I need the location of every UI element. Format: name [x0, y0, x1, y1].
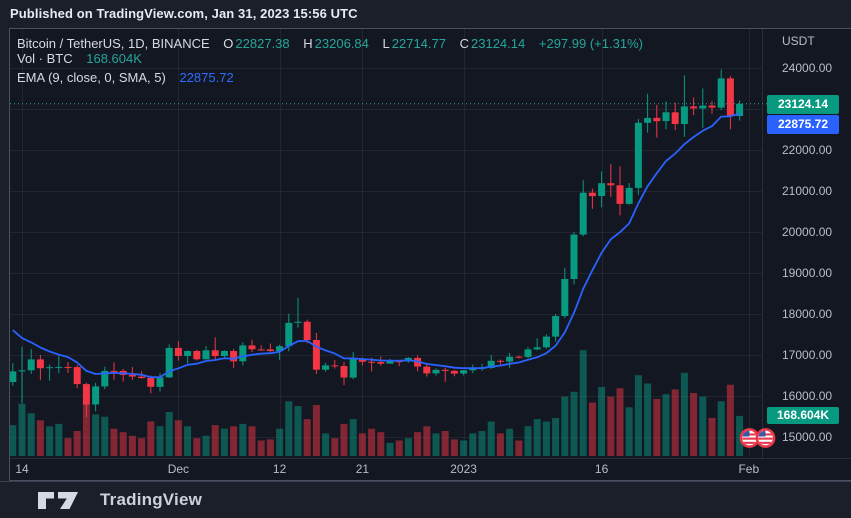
footer-bar: TradingView	[0, 481, 851, 518]
price-tick-label: 18000.00	[782, 306, 833, 321]
time-axis-label: Dec	[167, 462, 190, 476]
time-axis-label: 14	[15, 462, 29, 476]
price-tick-label: 22000.00	[782, 142, 833, 157]
low-label: L	[382, 36, 390, 51]
price-tick-label: 21000.00	[782, 183, 833, 198]
price-tick-label: 15000.00	[782, 429, 833, 444]
published-bar: Published on TradingView.com, Jan 31, 20…	[0, 0, 851, 28]
price-axis[interactable]: 24000.00 22000.00 21000.00 20000.00 19000.00…	[763, 29, 851, 458]
high-value: 23206.84	[314, 36, 369, 51]
symbol-legend-row: Bitcoin / TetherUS, 1D, BINANCE O 22827.3…	[17, 36, 645, 51]
volume-value: 168.604K	[86, 51, 142, 66]
ema-value-badge: 22875.72	[767, 115, 839, 134]
time-axis-label: Feb	[738, 462, 760, 476]
time-axis[interactable]: 14 Dec 12 21 2023 16 Feb	[9, 459, 851, 480]
high-label: H	[303, 36, 313, 51]
open-value: 22827.38	[235, 36, 290, 51]
low-value: 22714.77	[391, 36, 446, 51]
volume-value-badge: 168.604K	[767, 407, 839, 424]
ema-value: 22875.72	[179, 70, 234, 85]
price-axis-separator	[762, 29, 763, 458]
change-value: +297.99 (+1.31%)	[538, 36, 643, 51]
time-axis-separator	[10, 458, 851, 459]
price-tick-label: 19000.00	[782, 265, 833, 280]
price-tick-label: 16000.00	[782, 388, 833, 403]
published-text: Published on TradingView.com, Jan 31, 20…	[10, 6, 358, 21]
ema-legend-row: EMA (9, close, 0, SMA, 5) 22875.72	[17, 70, 236, 85]
time-axis-label: 2023	[450, 462, 477, 476]
time-axis-label: 16	[594, 462, 609, 476]
price-tick-label: 24000.00	[782, 60, 833, 75]
open-label: O	[223, 36, 234, 51]
ema-label: EMA (9, close, 0, SMA, 5)	[17, 70, 166, 85]
time-axis-label: 12	[272, 462, 287, 476]
price-tick-label: 20000.00	[782, 224, 833, 239]
last-price-badge: 23124.14	[767, 95, 839, 114]
time-axis-label: 21	[355, 462, 370, 476]
price-tick-label: 17000.00	[782, 347, 833, 362]
symbol-title: Bitcoin / TetherUS, 1D, BINANCE	[17, 36, 210, 51]
chart-pane[interactable]	[10, 29, 762, 457]
close-value: 23124.14	[471, 36, 526, 51]
currency-label: USDT	[782, 34, 815, 48]
close-label: C	[459, 36, 470, 51]
volume-legend-row: Vol · BTC 168.604K	[17, 51, 144, 66]
tradingview-logo-icon[interactable]	[37, 491, 83, 510]
tradingview-brand-link[interactable]: TradingView	[100, 490, 203, 509]
volume-label: Vol · BTC	[17, 51, 73, 66]
